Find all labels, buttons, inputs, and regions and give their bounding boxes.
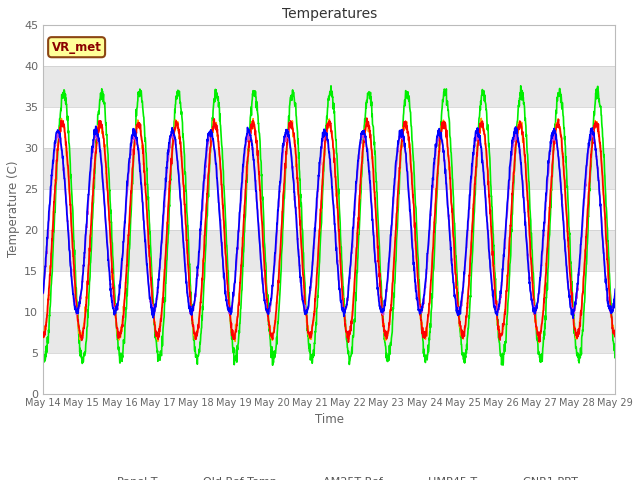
- Bar: [43, 148, 615, 189]
- Bar: [43, 66, 615, 107]
- Bar: [43, 230, 615, 271]
- X-axis label: Time: Time: [315, 413, 344, 426]
- Bar: [43, 312, 615, 353]
- Text: VR_met: VR_met: [52, 41, 102, 54]
- Legend: Panel T, Old Ref Temp, AM25T Ref, HMP45 T, CNR1 PRT: Panel T, Old Ref Temp, AM25T Ref, HMP45 …: [76, 472, 582, 480]
- Title: Temperatures: Temperatures: [282, 7, 377, 21]
- Y-axis label: Temperature (C): Temperature (C): [7, 161, 20, 257]
